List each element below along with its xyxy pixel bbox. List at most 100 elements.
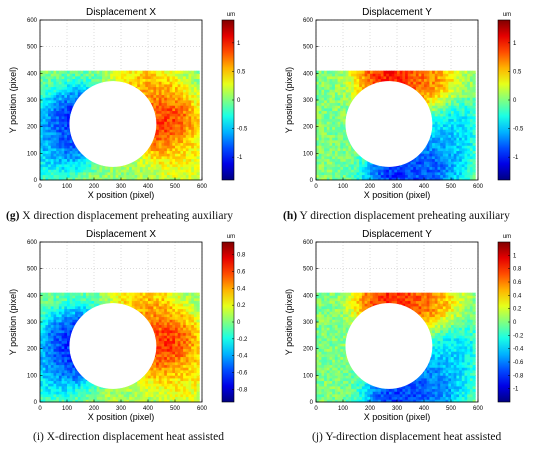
- heatmap-cell: [42, 148, 46, 152]
- colorbar-tick-label: 0.5: [237, 69, 246, 75]
- heatmap-cell: [456, 174, 460, 178]
- heatmap-cell: [359, 81, 363, 85]
- heatmap-cell: [337, 97, 341, 101]
- heatmap-cell: [96, 172, 100, 176]
- heatmap-cell: [164, 92, 168, 96]
- heatmap-cell: [442, 81, 446, 85]
- heatmap-cell: [72, 92, 76, 96]
- colorbar-tick-label: 0.5: [513, 69, 522, 75]
- heatmap-panel-3: Displacement X0 100 200 300 400 500 6000100200…: [8, 229, 248, 422]
- heatmap-cell: [456, 84, 460, 88]
- heatmap-cell: [40, 113, 44, 117]
- heatmap-cell: [45, 121, 49, 125]
- heatmap-cell: [64, 76, 68, 80]
- heatmap-cell: [158, 126, 162, 130]
- heatmap-cell: [348, 81, 352, 85]
- heatmap-cell: [469, 81, 473, 85]
- heatmap-cell: [196, 105, 200, 109]
- heatmap-cell: [175, 70, 179, 74]
- heatmap-cell: [461, 169, 465, 173]
- heatmap-cell: [424, 148, 428, 152]
- heatmap-cell: [180, 148, 184, 152]
- heatmap-cell: [53, 113, 57, 117]
- heatmap-cell: [445, 102, 449, 106]
- heatmap-cell: [191, 169, 195, 173]
- heatmap-cell: [123, 177, 127, 181]
- heatmap-cell: [169, 78, 173, 82]
- heatmap-cell: [445, 124, 449, 128]
- heatmap-cell: [332, 97, 336, 101]
- heatmap-cell: [326, 118, 330, 122]
- heatmap-cell: [359, 156, 363, 160]
- heatmap-cell: [469, 132, 473, 136]
- heatmap-cell: [191, 126, 195, 130]
- heatmap-cell: [153, 105, 157, 109]
- heatmap-cell: [148, 76, 152, 80]
- heatmap-cell: [326, 84, 330, 88]
- heatmap-cell: [348, 164, 352, 168]
- heatmap-cell: [456, 161, 460, 165]
- heatmap-cell: [196, 172, 200, 176]
- heatmap-cell: [91, 70, 95, 74]
- heatmap-cell: [145, 177, 149, 181]
- heatmap-cell: [348, 86, 352, 90]
- heatmap-cell: [459, 164, 463, 168]
- heatmap-cell: [448, 105, 452, 109]
- heatmap-cell: [464, 78, 468, 82]
- heatmap-cell: [437, 158, 441, 162]
- heatmap-cell: [180, 164, 184, 168]
- heatmap-cell: [324, 94, 328, 98]
- heatmap-cell: [99, 172, 103, 176]
- heatmap-cell: [348, 150, 352, 154]
- heatmap-cell: [191, 121, 195, 125]
- heatmap-cell: [399, 169, 403, 173]
- heatmap-cell: [193, 164, 197, 168]
- heatmap-cell: [324, 116, 328, 120]
- heatmap-cell: [456, 121, 460, 125]
- heatmap-cell: [434, 92, 438, 96]
- heatmap-cell: [99, 78, 103, 82]
- heatmap-cell: [324, 126, 328, 130]
- heatmap-cell: [61, 110, 65, 114]
- heatmap-cell: [137, 81, 141, 85]
- heatmap-cell: [61, 140, 65, 144]
- heatmap-cell: [77, 164, 81, 168]
- heatmap-cell: [48, 129, 52, 133]
- heatmap-cell: [77, 161, 81, 165]
- heatmap-cell: [453, 70, 457, 74]
- heatmap-cell: [69, 161, 73, 165]
- heatmap-cell: [445, 118, 449, 122]
- heatmap-cell: [169, 134, 173, 138]
- heatmap-cell: [321, 100, 325, 104]
- heatmap-cell: [451, 102, 455, 106]
- heatmap-cell: [429, 108, 433, 112]
- heatmap-cell: [175, 166, 179, 170]
- heatmap-cell: [370, 164, 374, 168]
- heatmap-cell: [453, 108, 457, 112]
- heatmap-cell: [191, 166, 195, 170]
- heatmap-cell: [169, 110, 173, 114]
- heatmap-cell: [172, 148, 176, 152]
- heatmap-cell: [83, 172, 87, 176]
- heatmap-cell: [453, 110, 457, 114]
- heatmap-cell: [402, 174, 406, 178]
- heatmap-cell: [61, 92, 65, 96]
- heatmap-cell: [50, 174, 54, 178]
- heatmap-cell: [424, 169, 428, 173]
- heatmap-cell: [185, 108, 189, 112]
- heatmap-cell: [156, 100, 160, 104]
- colorbar-tick-label: -0.5: [513, 127, 524, 133]
- heatmap-cell: [196, 116, 200, 120]
- heatmap-cell: [145, 172, 149, 176]
- heatmap-cell: [161, 145, 165, 149]
- heatmap-cell: [318, 89, 322, 93]
- heatmap-cell: [418, 78, 422, 82]
- heatmap-cell: [434, 116, 438, 120]
- heatmap-cell: [353, 78, 357, 82]
- heatmap-cell: [50, 105, 54, 109]
- heatmap-cell: [437, 102, 441, 106]
- heatmap-cell: [40, 370, 44, 374]
- heatmap-cell: [318, 129, 322, 133]
- heatmap-cell: [434, 76, 438, 80]
